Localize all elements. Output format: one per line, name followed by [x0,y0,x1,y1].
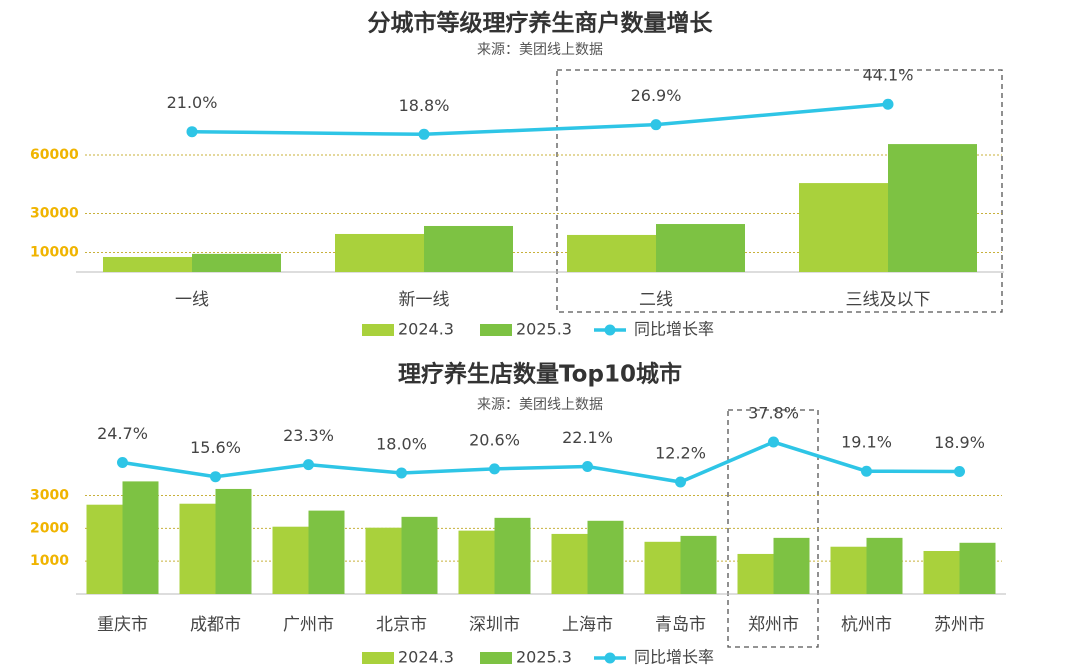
x-tick-label: 北京市 [376,615,427,635]
x-tick-label: 郑州市 [748,615,799,635]
x-tick-label: 重庆市 [97,615,148,635]
legend-swatch [604,652,616,664]
bar [551,533,588,594]
legend-swatch [362,324,394,336]
chart-title: 分城市等级理疗养生商户数量增长 [368,10,714,37]
chart-title: 理疗养生店数量Top10城市 [398,361,682,388]
legend-swatch [480,324,512,336]
x-tick-label: 深圳市 [469,615,520,635]
data-label: 23.3% [283,426,334,445]
chart-subtitle: 来源：美团线上数据 [477,42,603,58]
bar [680,535,717,594]
y-tick-label: 3000 [30,488,69,504]
line-point [954,466,965,478]
bar [272,526,309,594]
data-label: 12.2% [655,444,706,463]
data-label: 20.6% [469,430,520,449]
data-label: 22.1% [562,428,613,447]
legend-label: 2024.3 [398,320,454,339]
y-tick-label: 1000 [30,553,69,569]
data-label: 21.0% [167,93,218,112]
bar [773,537,810,594]
bar [830,546,867,594]
x-tick-label: 成都市 [190,615,241,635]
highlight-box [556,69,1003,313]
data-label: 19.1% [841,433,892,452]
line-point [489,463,500,475]
bar [365,527,402,594]
x-tick-label: 杭州市 [841,615,892,635]
line-point [396,467,407,479]
data-label: 26.9% [631,86,682,105]
bar [587,520,624,594]
line-point [582,461,593,473]
bar [103,256,192,272]
bar [86,504,123,594]
x-tick-label: 一线 [175,290,209,310]
y-tick-label: 10000 [30,245,79,261]
bar [923,550,960,594]
x-tick-label: 新一线 [399,290,450,310]
bar [644,541,681,594]
data-label: 24.7% [97,424,148,443]
bar [458,530,495,594]
bar [959,542,996,594]
line-point [768,436,779,448]
bar [122,481,159,594]
legend-swatch [362,652,394,664]
data-label: 18.9% [934,433,985,452]
data-label: 44.1% [863,66,914,85]
legend-label: 同比增长率 [634,320,714,339]
legend-label: 2025.3 [516,320,572,339]
x-tick-label: 二线 [639,290,673,310]
legend-swatch [604,324,616,336]
bar [424,225,513,272]
legend-swatch [480,652,512,664]
y-tick-label: 2000 [30,520,69,536]
bar [401,516,438,594]
growth-line [191,102,889,137]
legend-label: 2025.3 [516,648,572,667]
bar [799,183,888,272]
bar [866,537,903,594]
y-tick-label: 60000 [30,147,79,163]
line-point [861,465,872,477]
bar [179,503,216,594]
line-point [882,98,894,110]
x-tick-label: 青岛市 [655,615,706,635]
data-label: 18.0% [376,434,427,453]
data-label: 18.8% [399,96,450,115]
x-tick-label: 苏州市 [934,615,985,635]
line-point [303,459,314,471]
legend-label: 同比增长率 [634,648,714,667]
bar [335,233,424,272]
x-tick-label: 三线及以下 [846,290,931,310]
line-point [675,476,686,488]
line-point [418,128,430,140]
bar [656,224,745,272]
x-tick-label: 上海市 [562,615,613,635]
legend-label: 2024.3 [398,648,454,667]
bar [737,553,774,594]
bar [567,234,656,272]
x-tick-label: 广州市 [283,615,334,635]
line-point [210,471,221,483]
chart-subtitle: 来源：美团线上数据 [477,397,603,413]
data-label: 15.6% [190,438,241,457]
bar [494,517,531,594]
line-point [186,126,198,138]
growth-line [122,440,960,484]
y-tick-label: 30000 [30,206,79,222]
bar [192,253,281,272]
line-point [117,456,128,468]
bar [888,144,977,272]
bar [308,510,345,594]
line-point [650,119,662,131]
bar [215,488,252,594]
data-label: 37.8% [748,404,799,423]
